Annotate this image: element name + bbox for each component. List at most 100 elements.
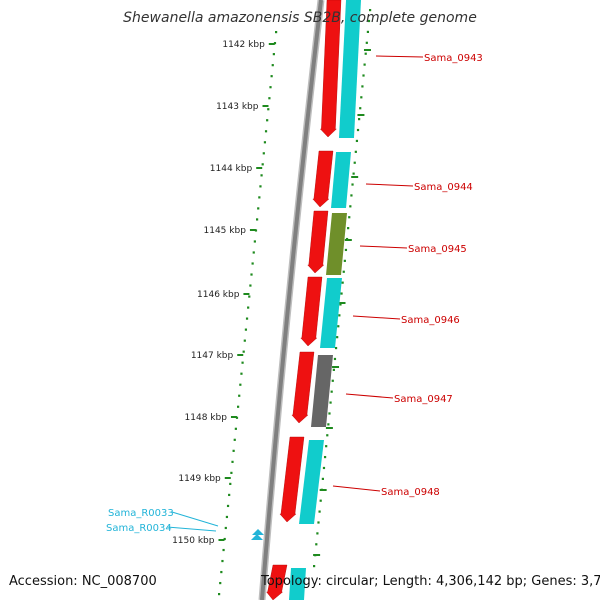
tick-ring-dot — [253, 240, 256, 243]
kbp-label: 1147 kbp — [191, 351, 234, 361]
tick-ring-dot — [240, 372, 243, 375]
tick-ring-dot — [321, 477, 324, 480]
rna-arrow — [252, 529, 264, 535]
tick-ring-dot — [333, 357, 337, 361]
tick-ring-dot — [271, 64, 274, 67]
gene-label-connector — [352, 315, 401, 320]
gene-block — [326, 213, 347, 275]
tick-ring-dot — [318, 510, 321, 513]
tick-ring-dot — [219, 581, 222, 585]
tick-ring-dot — [330, 390, 333, 393]
tick-ring-dot — [257, 207, 260, 210]
tick-ring-dot — [328, 412, 331, 415]
tick-ring-dot — [316, 532, 319, 535]
tick-ring-dot — [351, 183, 354, 186]
gene-label-connector — [375, 55, 424, 58]
map-title: Shewanella amazonensis SB2B, complete ge… — [123, 10, 477, 26]
kbp-label: 1144 kbp — [210, 164, 253, 174]
tick-ring-dot — [250, 273, 253, 276]
tick-ring-dot — [361, 85, 364, 88]
tick-ring-dot — [239, 383, 242, 386]
tick-ring-dot — [232, 449, 235, 452]
tick-ring-dot — [230, 471, 233, 474]
tick-ring-dot — [323, 455, 327, 459]
tick-ring-dot — [358, 118, 361, 121]
tick-ring-dot — [247, 306, 250, 309]
tick-ring-dot — [228, 493, 231, 497]
tick-ring-dot — [338, 314, 341, 317]
tick-ring-dot — [337, 325, 340, 328]
rna-label-connector — [166, 526, 217, 532]
tick-ring-dot — [235, 416, 239, 419]
tick-ring-dot — [364, 52, 367, 55]
tick-ring-dot — [260, 174, 263, 177]
gene-block — [289, 568, 306, 600]
tick-ring-dot — [266, 119, 269, 122]
tick-ring-dot — [325, 445, 328, 448]
tick-ring-dot — [354, 150, 357, 153]
tick-ring-dot — [221, 559, 224, 563]
tick-ring-dot — [336, 336, 339, 339]
tick-ring-dot — [261, 163, 264, 166]
tick-ring-dot — [229, 482, 232, 486]
gene-arrow — [266, 564, 288, 601]
tick-ring-dot — [347, 227, 350, 230]
tick-ring-dot — [269, 86, 272, 89]
backbone-line — [260, 0, 323, 601]
tick-ring-dot — [275, 31, 278, 34]
tick-ring-dot — [326, 434, 329, 437]
kbp-label: 1150 kbp — [172, 536, 215, 546]
kbp-label: 1145 kbp — [204, 226, 247, 236]
gene-block — [331, 152, 351, 208]
gene-block — [320, 278, 342, 348]
tick-ring-dot — [319, 499, 322, 502]
kbp-label: 1148 kbp — [185, 413, 228, 423]
tick-ring-dot — [272, 53, 275, 56]
gene-block — [311, 355, 333, 427]
tick-ring-dot — [251, 262, 254, 265]
gene-arrow — [300, 276, 323, 347]
kbp-label: 1149 kbp — [178, 474, 221, 484]
tick-ring-dot — [254, 229, 258, 232]
tick-ring-dot — [341, 281, 344, 284]
gene-arrow — [291, 351, 315, 424]
tick-ring-dot — [342, 270, 345, 273]
tick-ring-dot — [362, 74, 365, 77]
gene-label-connector — [365, 183, 414, 187]
tick-ring-dot — [220, 570, 223, 574]
tick-ring-dot — [223, 537, 226, 541]
tick-ring-dot — [222, 548, 225, 552]
rna-label-connector — [171, 511, 219, 527]
tick-ring-dot — [353, 161, 356, 164]
gene-label: Sama_0946 — [401, 315, 460, 326]
tick-ring-dot — [332, 368, 335, 371]
gene-label-connector — [359, 245, 408, 249]
tick-ring-dot — [248, 295, 251, 298]
tick-ring-dot — [355, 139, 359, 143]
tick-ring-dot — [365, 41, 368, 44]
tick-ring-dot — [242, 350, 245, 353]
gene-arrow — [307, 210, 329, 274]
gene-block — [299, 440, 324, 524]
kbp-label: 1143 kbp — [216, 102, 259, 112]
topology-text: Topology: circular; Length: 4,306,142 bp… — [261, 574, 600, 589]
tick-ring-dot — [258, 196, 261, 199]
tick-ring-dot — [259, 185, 262, 188]
tick-ring-dot — [359, 107, 362, 110]
tick-ring-dot — [367, 19, 371, 23]
gene-label: Sama_0948 — [381, 487, 440, 498]
tick-ring-dot — [256, 218, 259, 221]
tick-ring-dot — [262, 152, 265, 155]
gene-arrow — [312, 150, 334, 208]
kbp-label: 1146 kbp — [197, 290, 240, 300]
tick-ring-dot — [322, 466, 326, 470]
tick-ring-dot — [267, 108, 270, 111]
tick-ring-dot — [327, 423, 330, 426]
rna-arrow — [251, 534, 263, 540]
rna-label: Sama_R0034 — [106, 523, 172, 534]
tick-ring-dot — [263, 141, 267, 144]
tick-ring-dot — [344, 248, 348, 252]
tick-ring-dot — [226, 504, 230, 508]
